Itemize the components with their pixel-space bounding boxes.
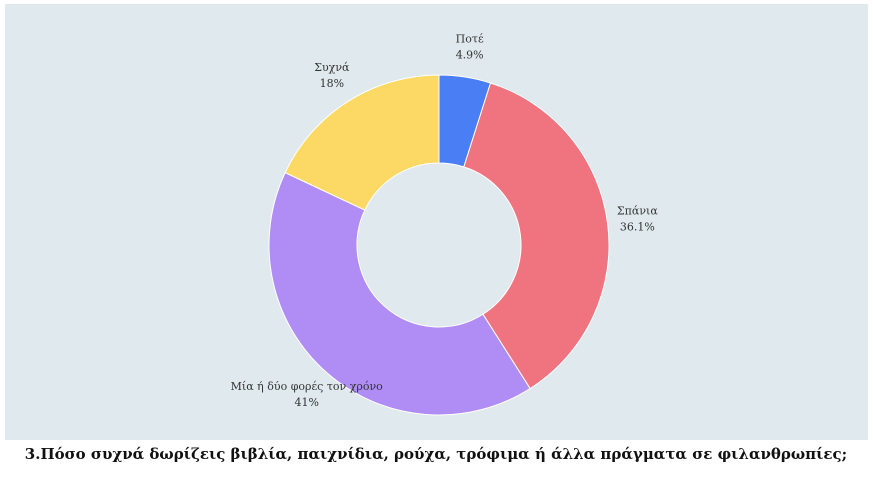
slice-label: Συχνά xyxy=(314,61,350,74)
slice-value-label: 18% xyxy=(320,77,344,90)
slice-value-label: 41% xyxy=(295,396,319,409)
slice-value-label: 4.9% xyxy=(456,48,484,61)
slice-label: Ποτέ xyxy=(456,32,484,45)
chart-title: 3.Πόσο συχνά δωρίζεις βιβλία, παιχνίδια,… xyxy=(25,445,847,463)
donut-slice xyxy=(463,82,610,390)
slice-label: Σπάνια xyxy=(617,204,658,217)
slice-label: Μία ή δύο φορές τον χρόνο xyxy=(231,380,383,393)
donut-slice xyxy=(268,171,531,416)
donut-slice xyxy=(284,74,440,211)
slice-value-label: 36.1% xyxy=(620,220,655,233)
